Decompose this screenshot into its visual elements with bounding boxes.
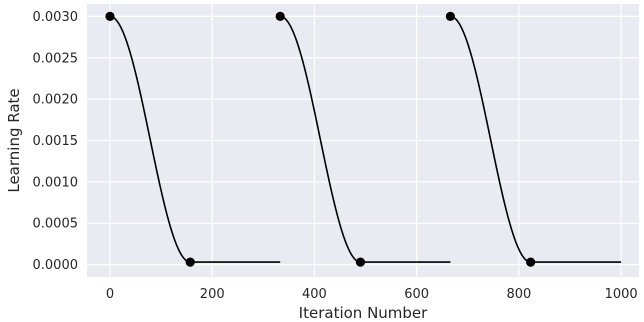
y-axis-ticks: 0.0000 0.0005 0.0010 0.0015 0.0020 0.0025 0.00… bbox=[33, 10, 79, 273]
y-tick-label: 0.0030 bbox=[33, 10, 79, 25]
learning-rate-line bbox=[280, 15, 451, 263]
x-tick-label: 0 bbox=[106, 287, 114, 302]
x-axis-label: Iteration Number bbox=[299, 304, 428, 322]
x-tick-label: 400 bbox=[302, 287, 327, 302]
y-tick-label: 0.0010 bbox=[33, 175, 79, 190]
x-tick-label: 800 bbox=[506, 287, 531, 302]
y-axis-label: Learning Rate bbox=[5, 88, 23, 192]
learning-rate-line bbox=[450, 15, 622, 263]
y-tick-label: 0.0015 bbox=[33, 134, 79, 149]
x-axis-ticks: 0 200 400 600 800 1000 bbox=[106, 287, 638, 302]
data-point-marker bbox=[445, 11, 455, 22]
x-tick-label: 200 bbox=[200, 287, 225, 302]
grid-lines bbox=[87, 4, 639, 277]
x-tick-label: 600 bbox=[404, 287, 429, 302]
y-tick-label: 0.0020 bbox=[33, 93, 79, 108]
data-point-marker bbox=[105, 11, 115, 22]
data-point-marker bbox=[355, 257, 366, 267]
learning-rate-line bbox=[109, 15, 281, 263]
y-tick-label: 0.0025 bbox=[33, 51, 79, 66]
data-point-marker bbox=[275, 11, 285, 22]
y-tick-label: 0.0000 bbox=[33, 258, 79, 273]
data-point-marker bbox=[526, 257, 536, 267]
data-point-marker bbox=[185, 257, 195, 267]
markers-group bbox=[105, 11, 536, 267]
series-group bbox=[109, 15, 622, 263]
y-tick-label: 0.0005 bbox=[33, 217, 79, 232]
x-tick-label: 1000 bbox=[605, 287, 638, 302]
